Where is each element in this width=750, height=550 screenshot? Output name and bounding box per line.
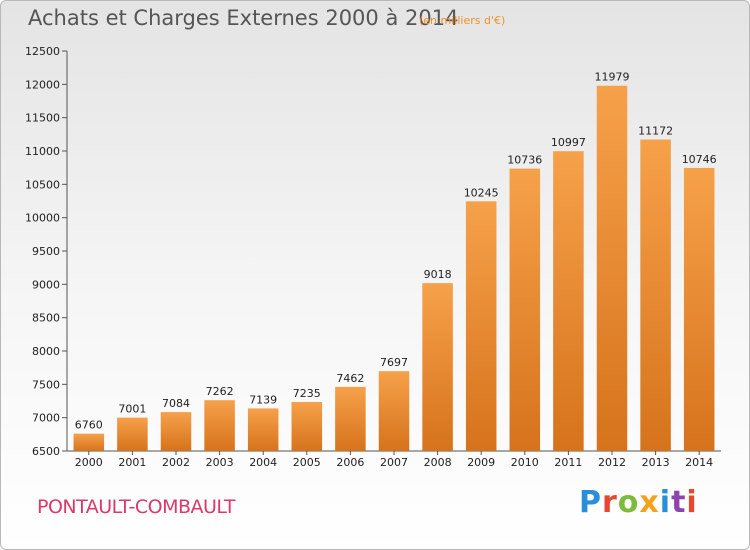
- bar: [378, 371, 410, 451]
- x-tick-label: 2003: [206, 456, 234, 469]
- y-tick-label: 9000: [32, 278, 60, 291]
- bar: [247, 408, 279, 451]
- data-label: 7084: [162, 397, 190, 410]
- logo-letter: x: [639, 485, 660, 520]
- chart-title: Achats et Charges Externes 2000 à 2014: [28, 6, 459, 30]
- data-label: 6760: [75, 419, 103, 432]
- data-label: 11172: [638, 125, 673, 138]
- y-tick-label: 11500: [25, 112, 60, 125]
- y-tick-label: 7500: [32, 378, 60, 391]
- x-tick-label: 2004: [249, 456, 277, 469]
- bar: [553, 151, 584, 451]
- logo-letter: i: [659, 485, 672, 520]
- x-tick-label: 2011: [554, 456, 582, 469]
- logo-letter: P: [579, 485, 602, 520]
- bar: [73, 433, 105, 451]
- axes: 6500 7000 7500 8000 8500 9000 9500 10000 10500 11…: [25, 45, 721, 469]
- value-labels: 6760 7001 7084 7262 7139 7235 7462 7697 9018 1024…: [75, 71, 717, 432]
- x-tick-label: 2013: [642, 456, 670, 469]
- bar: [596, 85, 628, 451]
- logo-letter: t: [671, 485, 687, 520]
- logo-letter: r: [602, 485, 618, 520]
- bar: [465, 201, 497, 451]
- bar: [509, 168, 541, 451]
- bar: [335, 386, 366, 451]
- bar: [160, 412, 192, 451]
- y-tick-label: 8000: [32, 345, 60, 358]
- data-label: 10746: [682, 153, 717, 166]
- bar: [422, 283, 453, 451]
- data-label: 9018: [424, 268, 452, 281]
- bar: [640, 139, 671, 452]
- x-tick-label: 2006: [336, 456, 364, 469]
- x-tick-label: 2001: [118, 456, 146, 469]
- y-tick-label: 9500: [32, 245, 60, 258]
- x-tick-label: 2002: [162, 456, 190, 469]
- data-label: 10736: [507, 154, 542, 167]
- x-tick-label: 2012: [598, 456, 626, 469]
- data-label: 7262: [206, 385, 234, 398]
- data-label: 7139: [249, 393, 277, 406]
- data-label: 10997: [551, 136, 586, 149]
- x-tick-label: 2010: [511, 456, 539, 469]
- data-label: 7697: [380, 356, 408, 369]
- x-tick-label: 2014: [685, 456, 713, 469]
- data-label: 7001: [118, 403, 146, 416]
- data-label: 7462: [336, 372, 364, 385]
- proxiti-logo: Proxiti: [579, 485, 698, 520]
- bars: [73, 85, 715, 452]
- y-tick-label: 7000: [32, 412, 60, 425]
- chart-subtitle: (en milliers d'€): [419, 14, 506, 27]
- data-label: 10245: [464, 186, 499, 199]
- y-tick-label: 10000: [25, 212, 60, 225]
- x-tick-label: 2007: [380, 456, 408, 469]
- y-tick-label: 8500: [32, 312, 60, 325]
- bar: [291, 402, 323, 451]
- commune-name: PONTAULT-COMBAULT: [37, 496, 235, 518]
- data-label: 7235: [293, 387, 321, 400]
- y-tick-label: 10500: [25, 178, 60, 191]
- data-label: 11979: [595, 71, 630, 84]
- logo-letter: o: [617, 485, 640, 520]
- bar: [204, 400, 235, 451]
- y-tick-label: 11000: [25, 145, 60, 158]
- logo-letter: i: [686, 485, 698, 520]
- y-tick-label: 12500: [25, 45, 60, 58]
- x-tick-label: 2008: [424, 456, 452, 469]
- x-tick-label: 2000: [75, 456, 103, 469]
- y-tick-label: 6500: [32, 445, 60, 458]
- x-tick-label: 2009: [467, 456, 495, 469]
- bar: [683, 167, 715, 451]
- y-tick-label: 12000: [25, 78, 60, 91]
- x-tick-label: 2005: [293, 456, 321, 469]
- bar: [117, 417, 148, 451]
